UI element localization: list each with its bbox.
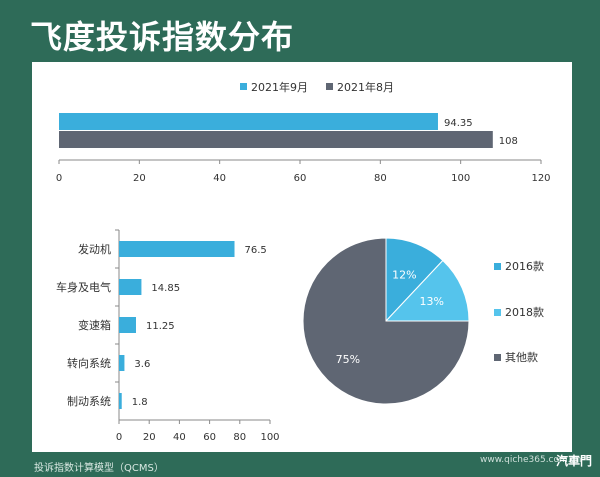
watermark-url: www.qiche365.com.cn [480, 455, 582, 465]
pie-value-label: 12% [392, 269, 416, 282]
legend-label: 2021年8月 [337, 80, 394, 94]
x-tick-label: 100 [260, 432, 279, 443]
bar-value-label: 14.85 [151, 283, 180, 294]
category-label: 发动机 [78, 242, 111, 256]
bar-value-label: 108 [499, 136, 518, 147]
bar-value-label: 1.8 [132, 397, 148, 408]
pie-value-label: 13% [419, 295, 443, 308]
legend-label: 其他款 [505, 350, 538, 364]
bar-value-label: 76.5 [245, 245, 267, 256]
bar [119, 241, 235, 257]
legend-label: 2016款 [505, 259, 544, 273]
x-tick-label: 100 [451, 173, 470, 184]
bar [119, 355, 125, 371]
pie-value-label: 75% [336, 353, 360, 366]
x-tick-label: 0 [56, 173, 62, 184]
bar [59, 113, 438, 130]
category-label: 车身及电气 [56, 280, 111, 294]
legend-label: 2021年9月 [251, 80, 308, 94]
x-tick-label: 60 [294, 173, 307, 184]
x-tick-label: 20 [143, 432, 156, 443]
x-tick-label: 80 [233, 432, 246, 443]
legend-label: 2018款 [505, 305, 544, 319]
bar [119, 393, 122, 409]
x-tick-label: 60 [203, 432, 216, 443]
legend-swatch [494, 354, 501, 361]
legend-swatch [326, 83, 333, 90]
bar-value-label: 11.25 [146, 321, 175, 332]
legend-swatch [240, 83, 247, 90]
bar [59, 131, 493, 148]
category-label: 转向系统 [67, 356, 111, 370]
bar-value-label: 94.35 [444, 118, 473, 129]
bar [119, 317, 136, 333]
x-tick-label: 80 [374, 173, 387, 184]
bar [119, 279, 142, 295]
x-tick-label: 120 [531, 173, 550, 184]
x-tick-label: 0 [116, 432, 122, 443]
x-tick-label: 40 [213, 173, 226, 184]
pie-slice [302, 237, 470, 405]
footer-note: 投诉指数计算模型（QCMS） [34, 463, 164, 474]
x-tick-label: 40 [173, 432, 186, 443]
page-title: 飞度投诉指数分布 [30, 18, 295, 56]
legend-swatch [494, 263, 501, 270]
pie-slice [385, 237, 444, 323]
bar-value-label: 3.6 [134, 359, 150, 370]
category-label: 变速箱 [78, 318, 111, 332]
x-tick-label: 20 [133, 173, 146, 184]
category-label: 制动系统 [67, 395, 111, 408]
pie-slice [384, 259, 470, 322]
legend-swatch [494, 309, 501, 316]
watermark-brand: 汽車門 [556, 454, 593, 468]
